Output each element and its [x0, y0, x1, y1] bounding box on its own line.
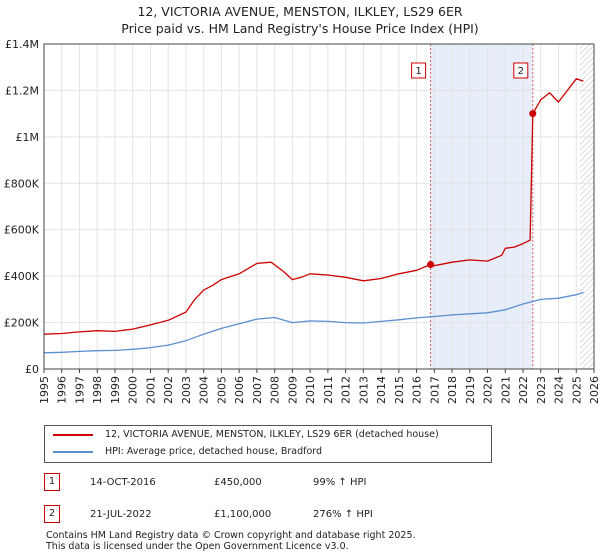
- hpi-line: [43, 291, 584, 354]
- sale-point: [529, 110, 537, 118]
- x-tick-label: 2006: [233, 376, 246, 404]
- legend-label-property: 12, VICTORIA AVENUE, MENSTON, ILKLEY, LS…: [105, 429, 439, 440]
- x-tick-label: 2004: [198, 376, 211, 404]
- annotation-box: [411, 62, 427, 79]
- x-tick-label: 2001: [144, 376, 157, 404]
- x-tick-label: 2025: [570, 376, 583, 404]
- sale-point: [427, 261, 435, 269]
- x-tick-label: 2007: [251, 376, 264, 404]
- x-tick-label: 2021: [499, 376, 512, 404]
- x-tick-label: 2017: [428, 376, 441, 404]
- x-tick-label: 2018: [446, 376, 459, 404]
- x-tick-label: 2000: [127, 376, 140, 404]
- x-tick-label: 2015: [393, 376, 406, 404]
- legend-item-property: 12, VICTORIA AVENUE, MENSTON, ILKLEY, LS…: [53, 427, 439, 443]
- footer-licence: Contains HM Land Registry data © Crown c…: [46, 530, 586, 552]
- legend-swatch-hpi: [53, 450, 93, 453]
- x-tick-label: 1999: [109, 376, 122, 404]
- x-tick-label: 2013: [357, 376, 370, 404]
- forecast-hatch: [579, 44, 594, 369]
- y-tick-label: £0: [25, 363, 39, 376]
- footer-copyright: Contains HM Land Registry data © Crown c…: [46, 530, 416, 541]
- annotation-label: 2: [518, 66, 524, 77]
- sale-hpi-change: 99% ↑ HPI: [313, 477, 367, 488]
- legend-item-hpi: HPI: Average price, detached house, Brad…: [53, 444, 322, 460]
- y-tick-label: £600K: [4, 224, 40, 237]
- y-tick-label: £800K: [4, 177, 40, 190]
- x-tick-label: 2012: [340, 376, 353, 404]
- x-tick-label: 1998: [91, 376, 104, 404]
- x-tick-label: 2022: [517, 376, 530, 404]
- sale-price: £1,100,000: [214, 509, 272, 520]
- x-tick-label: 2011: [322, 376, 335, 404]
- legend-swatch-property: [53, 433, 93, 436]
- price-chart: £0 £200K £400K £600K £800K £1M £1.2M £1.4M 1995 1…: [4, 38, 600, 404]
- chart-title-line1: 12, VICTORIA AVENUE, MENSTON, ILKLEY, LS…: [137, 4, 463, 19]
- sale-date: 21-JUL-2022: [90, 509, 152, 520]
- y-tick-label: £1M: [16, 131, 40, 144]
- x-tick-label: 2024: [553, 376, 566, 404]
- x-tick-label: 2003: [180, 376, 193, 404]
- sales-period-shade: [430, 44, 533, 369]
- sale-hpi-change: 276% ↑ HPI: [313, 509, 373, 520]
- x-tick-label: 2026: [588, 376, 600, 404]
- legend-label-hpi: HPI: Average price, detached house, Brad…: [105, 446, 323, 457]
- x-tick-label: 2010: [304, 376, 317, 404]
- y-tick-label: £1.4M: [5, 38, 39, 51]
- x-tick-label: 2005: [215, 376, 228, 404]
- x-tick-label: 2019: [464, 376, 477, 404]
- chart-legend: 12, VICTORIA AVENUE, MENSTON, ILKLEY, LS…: [44, 425, 492, 463]
- x-tick-label: 2002: [162, 376, 175, 404]
- footer-licence-text: This data is licensed under the Open Gov…: [46, 540, 349, 552]
- y-tick-label: £200K: [4, 317, 40, 330]
- y-tick-label: £400K: [4, 270, 40, 283]
- sale-badge: 1: [44, 473, 60, 491]
- sale-row-1: 1 14-OCT-2016 £450,000 99% ↑ HPI: [0, 473, 600, 491]
- y-tick-label: £1.2M: [5, 84, 39, 97]
- chart-title-line2: Price paid vs. HM Land Registry's House …: [121, 21, 479, 36]
- sale-price: £450,000: [214, 477, 262, 488]
- sale-badge: 2: [44, 505, 60, 523]
- x-tick-label: 2020: [482, 376, 495, 404]
- annotation-box: [513, 62, 529, 79]
- annotation-label: 1: [415, 66, 421, 77]
- x-tick-label: 2008: [269, 376, 282, 404]
- x-tick-label: 2009: [286, 376, 299, 404]
- sale-row-2: 2 21-JUL-2022 £1,100,000 276% ↑ HPI: [0, 505, 600, 523]
- x-tick-label: 2023: [535, 376, 548, 404]
- x-tick-label: 2014: [375, 376, 388, 404]
- property-price-line: [43, 78, 584, 335]
- x-tick-label: 1996: [56, 376, 69, 404]
- x-tick-label: 1995: [38, 376, 51, 404]
- x-tick-label: 1997: [73, 376, 86, 404]
- x-tick-label: 2016: [411, 376, 424, 404]
- sale-date: 14-OCT-2016: [90, 477, 156, 488]
- plot-frame: [43, 43, 595, 370]
